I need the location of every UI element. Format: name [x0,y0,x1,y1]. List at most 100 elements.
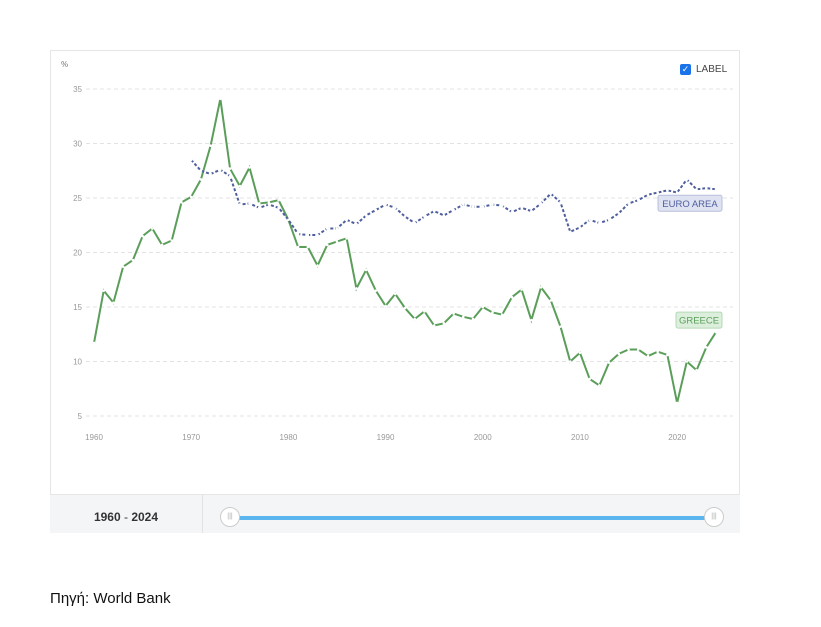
greece-point [228,167,232,170]
greece-point [121,265,125,268]
greece-point [296,245,300,249]
greece-point [491,311,494,314]
greece-point [393,292,397,296]
euro-area-point [287,218,290,222]
euro-area-point [695,187,698,191]
greece-point [500,313,504,316]
greece-point [403,306,407,310]
euro-area-point [617,211,621,215]
greece-point [607,361,611,364]
greece-line [93,98,717,404]
greece-point [306,245,310,249]
label-toggle-text: LABEL [696,64,728,75]
euro-area-point [335,227,339,230]
euro-area-point [228,174,232,178]
label-toggle[interactable]: ✓ LABEL [680,64,727,75]
greece-label-box [675,311,723,329]
x-tick-label: 2020 [668,433,686,442]
greece-point [199,178,203,181]
greece-point [704,346,708,349]
y-tick-label: 25 [73,194,82,203]
greece-point [617,352,621,356]
euro-area-point [452,208,455,212]
euro-area-point [646,193,650,197]
greece-point [267,201,271,204]
y-axis-label: % [61,60,68,69]
greece-point [568,360,572,363]
y-tick-label: 5 [78,412,83,421]
x-tick-label: 1990 [377,433,395,442]
slider-handle-end[interactable]: ||| [704,507,724,527]
greece-point [151,227,154,230]
euro-area-point [296,232,300,236]
greece-point [131,258,135,262]
greece-point [452,312,455,315]
euro-area-point [325,227,329,230]
greece-point [160,243,164,247]
greece-point [588,377,591,381]
greece-point [209,144,212,147]
greece-label: GREECE [679,316,719,327]
greece-point [170,239,174,242]
euro-area-point [627,202,630,205]
euro-area-point [423,215,426,218]
euro-area-point [413,221,417,225]
greece-point [481,305,485,309]
euro-area-point [189,158,193,162]
greece-point [714,330,718,334]
greece-point [141,234,144,238]
greece-point [92,341,96,345]
euro-area-point [588,218,591,222]
greece-point [277,198,280,202]
euro-area-point [520,206,523,210]
euro-area-point [199,169,203,173]
y-tick-label: 30 [73,140,82,149]
euro-area-point [607,218,611,222]
y-tick-label: 10 [73,358,82,367]
greece-point [695,368,698,372]
euro-area-point [238,203,242,206]
greece-point [335,240,339,243]
greece-point [510,295,514,299]
euro-area-point [277,206,280,210]
euro-area-point [510,210,514,214]
greece-point [384,304,387,308]
greece-point [442,322,446,325]
greece-point [257,202,261,205]
euro-area-point [666,189,669,192]
x-tick-label: 2010 [571,433,589,442]
greece-point [598,384,601,387]
euro-area-point [209,172,212,176]
euro-area-point [539,202,543,205]
greece-point [364,268,368,272]
euro-area-point [598,221,601,225]
euro-area-point [656,191,659,194]
euro-area-point [714,187,718,191]
greece-point [345,237,348,240]
greece-point [627,348,630,351]
y-tick-label: 15 [73,303,82,312]
slider-track[interactable] [230,516,714,520]
euro-area-point [500,204,504,207]
slider-handle-start[interactable]: ||| [220,507,240,527]
euro-area-point [491,203,494,206]
euro-area-point [685,178,689,181]
euro-area-line [190,159,717,237]
euro-area-point [355,222,358,226]
euro-area-point [636,198,640,202]
line-chart: % 5 10 15 20 25 30 35 1960 1970 1980 1990 2000 2010 20… [61,60,733,442]
greece-point [549,299,553,302]
greece-point [462,315,465,319]
x-tick-label: 2000 [474,433,492,442]
checkbox-checked-icon[interactable]: ✓ [680,64,691,75]
greece-point [325,243,329,247]
greece-point [646,354,650,358]
euro-area-point [432,209,436,213]
greece-point [530,318,533,322]
greece-point [578,351,582,355]
euro-area-point [704,186,708,190]
range-slider-bar: 1960 - 2024 ||| ||| [50,494,740,533]
range-separator: - [120,510,132,524]
x-tick-label: 1980 [279,433,297,442]
euro-area-point [345,218,348,222]
